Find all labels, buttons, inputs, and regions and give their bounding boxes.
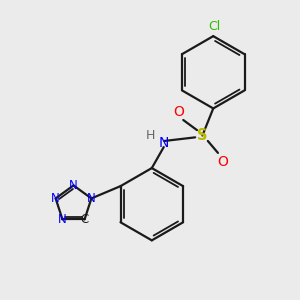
Text: Cl: Cl — [208, 20, 220, 32]
Text: N: N — [158, 136, 169, 150]
Text: N: N — [51, 192, 60, 205]
Text: O: O — [173, 105, 184, 119]
Text: O: O — [217, 154, 228, 169]
Text: H: H — [146, 129, 155, 142]
Text: N: N — [69, 179, 78, 192]
Text: C: C — [80, 213, 89, 226]
Text: N: N — [58, 213, 67, 226]
Text: N: N — [87, 192, 96, 205]
Text: S: S — [197, 128, 208, 143]
